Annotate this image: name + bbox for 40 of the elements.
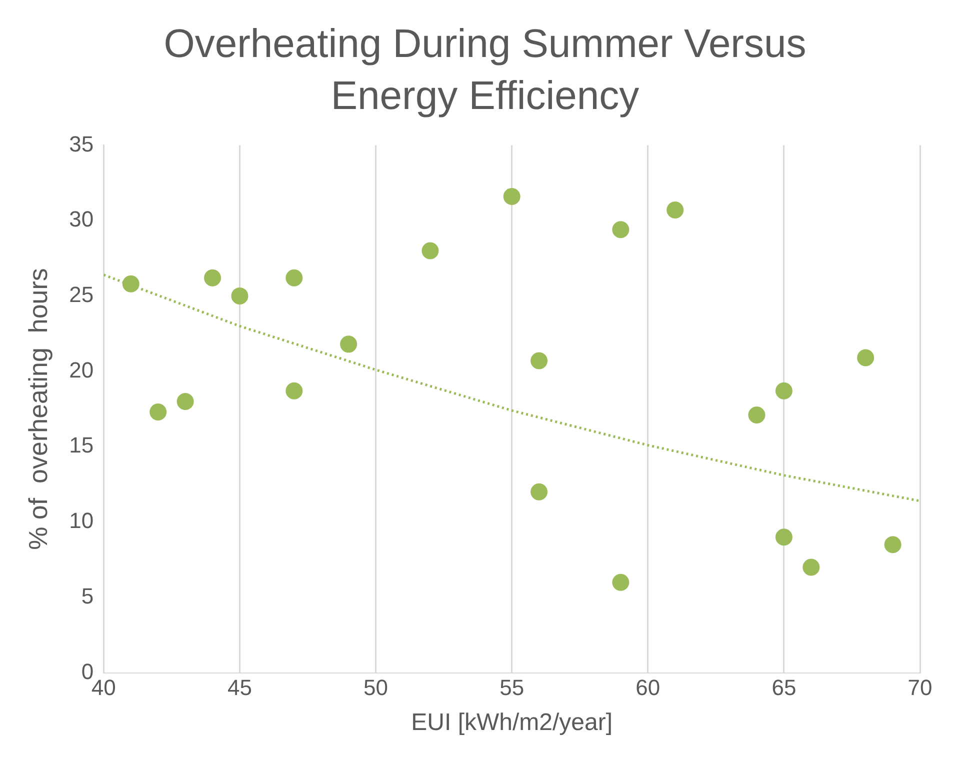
y-tick-label: 10 bbox=[69, 508, 94, 534]
point bbox=[176, 392, 194, 410]
x-tick-label: 50 bbox=[364, 675, 388, 700]
point bbox=[802, 558, 820, 576]
chart-title: Overheating During Summer Versus Energy Efficiency bbox=[162, 21, 808, 120]
y-tick-label: 15 bbox=[69, 432, 94, 458]
x-tick-label: 45 bbox=[227, 675, 252, 700]
y-tick-label: 20 bbox=[69, 357, 94, 382]
point bbox=[150, 404, 167, 421]
x-tick-label: 65 bbox=[772, 675, 796, 700]
point bbox=[122, 275, 140, 292]
point bbox=[530, 352, 548, 370]
point bbox=[666, 202, 684, 219]
point bbox=[204, 269, 222, 286]
x-tick-label: 55 bbox=[500, 675, 524, 700]
point bbox=[340, 336, 358, 353]
point bbox=[422, 242, 439, 260]
y-tick-label: 0 bbox=[81, 658, 94, 684]
y-tick-label: 35 bbox=[69, 131, 94, 156]
point bbox=[884, 536, 902, 554]
point bbox=[775, 382, 792, 400]
x-tick-label: 60 bbox=[636, 675, 660, 700]
x-tick-label: 70 bbox=[908, 675, 932, 700]
x-axis-title: EUI [kWh/m2/year] bbox=[411, 709, 613, 736]
point bbox=[503, 188, 520, 205]
y-tick-label: 25 bbox=[69, 282, 94, 308]
point bbox=[286, 382, 303, 400]
point bbox=[612, 221, 630, 238]
point bbox=[857, 349, 874, 366]
line-series bbox=[104, 274, 920, 502]
point bbox=[612, 574, 630, 591]
y-tick-label: 5 bbox=[81, 583, 94, 608]
point bbox=[775, 528, 792, 546]
y-tick-label: 30 bbox=[69, 206, 94, 232]
point bbox=[286, 269, 303, 286]
x-tick-label: 40 bbox=[91, 675, 116, 700]
point bbox=[748, 406, 766, 424]
y-axis-title: % of overheating hours bbox=[22, 268, 53, 550]
point bbox=[530, 483, 548, 500]
point bbox=[231, 287, 248, 304]
